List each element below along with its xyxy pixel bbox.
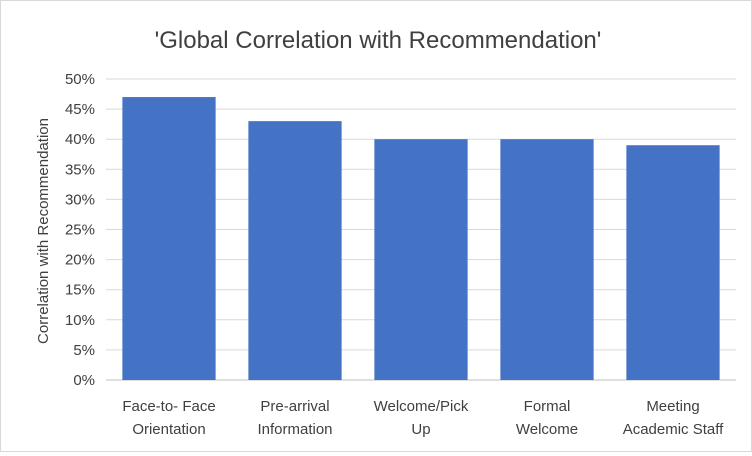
bars <box>122 97 720 380</box>
y-tick-label: 30% <box>65 191 95 208</box>
bar <box>626 145 720 380</box>
y-tick-label: 0% <box>73 372 95 389</box>
bar <box>374 139 468 380</box>
y-tick-label: 50% <box>65 71 95 88</box>
y-tick-label: 25% <box>65 222 95 239</box>
x-tick-label: Formal Welcome <box>516 398 578 438</box>
x-tick-label: Face-to- Face Orientation <box>122 398 215 438</box>
chart-title: 'Global Correlation with Recommendation' <box>155 27 602 54</box>
y-tick-label: 5% <box>73 342 95 359</box>
x-category-labels: Face-to- Face Orientation Pre-arrival Infor… <box>122 398 724 438</box>
y-axis-label: Correlation with Recommendation <box>35 118 52 344</box>
y-tick-label: 20% <box>65 252 95 269</box>
bar <box>122 97 216 380</box>
bar <box>248 121 342 380</box>
y-tick-label: 35% <box>65 161 95 178</box>
y-tick-label: 45% <box>65 101 95 118</box>
y-tick-labels: 0% 5% 10% 15% 20% 25% 30% 35% 40% 45% 50% <box>65 71 95 389</box>
bar <box>500 139 594 380</box>
x-tick-label: Welcome/Pick Up <box>374 398 469 438</box>
x-tick-label: Meeting Academic Staff <box>623 398 724 438</box>
y-tick-label: 40% <box>65 131 95 148</box>
x-tick-label: Pre-arrival Information <box>257 398 332 438</box>
y-tick-label: 10% <box>65 312 95 329</box>
y-tick-label: 15% <box>65 282 95 299</box>
